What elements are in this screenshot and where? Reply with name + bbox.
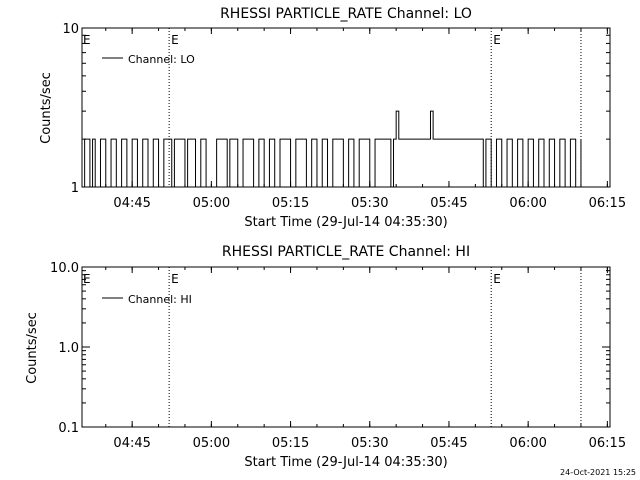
x-tick-label: 05:15 [272, 196, 309, 211]
lo-x-ticks: 04:45 05:00 05:15 05:30 05:45 06:00 06:15 [105, 28, 626, 211]
x-tick-label: 06:15 [589, 196, 626, 211]
hi-y-axis-label: Counts/sec [25, 312, 40, 384]
event-marker-label: E [493, 33, 501, 47]
y-tick-label: 1 [71, 181, 79, 196]
lo-event-markers: E EE [83, 28, 582, 187]
x-tick-label: 05:30 [351, 196, 388, 211]
x-tick-label: 06:15 [589, 436, 626, 451]
event-marker-label-start: E [83, 33, 91, 47]
x-tick-label: 06:00 [509, 436, 546, 451]
x-tick-label: 04:45 [113, 196, 150, 211]
lo-plot-frame [81, 27, 611, 188]
hi-channel-panel: RHESSI PARTICLE_RATE Channel: HI Counts/… [25, 244, 626, 470]
y-tick-label: 10.0 [50, 261, 79, 276]
lo-channel-panel: RHESSI PARTICLE_RATE Channel: LO Counts/… [39, 6, 626, 230]
y-tick-label: 1.0 [58, 341, 79, 356]
event-marker-label: E [493, 272, 501, 286]
y-tick-label: 0.1 [58, 421, 79, 436]
lo-legend-label: Channel: LO [128, 53, 195, 66]
event-marker-label: E [171, 272, 179, 286]
x-tick-label: 05:45 [430, 436, 467, 451]
lo-legend: Channel: LO [102, 53, 195, 66]
lo-x-axis-label: Start Time (29-Jul-14 04:35:30) [244, 215, 447, 230]
generation-timestamp: 24-Oct-2021 15:25 [560, 468, 636, 477]
x-tick-label: 05:45 [430, 196, 467, 211]
x-tick-label: 05:30 [351, 436, 388, 451]
x-tick-label: 05:15 [272, 436, 309, 451]
x-tick-label: 05:00 [193, 196, 230, 211]
event-marker-label: E [171, 33, 179, 47]
lo-y-axis-label: Counts/sec [39, 72, 54, 144]
y-tick-label: 10 [62, 22, 79, 37]
lo-y-ticks: 1 10 [62, 22, 610, 196]
hi-legend-label: Channel: HI [128, 293, 192, 306]
hi-legend: Channel: HI [102, 293, 192, 306]
hi-x-ticks: 04:45 05:00 05:15 05:30 05:45 06:00 06:15 [105, 267, 626, 451]
lo-rate-series-line [82, 110, 582, 188]
hi-y-ticks: 0.1 1.0 10.0 [50, 261, 610, 436]
lo-chart-title: RHESSI PARTICLE_RATE Channel: LO [220, 6, 472, 22]
hi-plot-frame [81, 266, 611, 428]
x-tick-label: 06:00 [509, 196, 546, 211]
x-tick-label: 05:00 [193, 436, 230, 451]
hi-chart-title: RHESSI PARTICLE_RATE Channel: HI [222, 244, 470, 260]
hi-x-axis-label: Start Time (29-Jul-14 04:35:30) [244, 455, 447, 470]
hi-event-markers: E EE [83, 267, 582, 427]
x-tick-label: 04:45 [113, 436, 150, 451]
event-marker-label-start: E [83, 272, 91, 286]
